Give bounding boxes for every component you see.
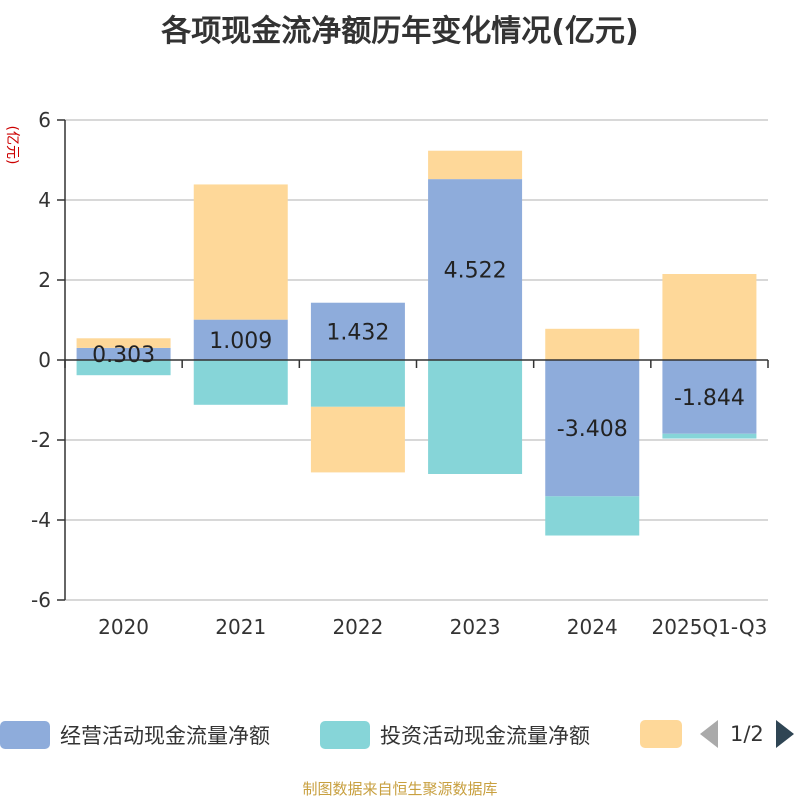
chart-title: 各项现金流净额历年变化情况(亿元) [161,14,639,49]
bar-series0-2023[interactable] [428,179,523,360]
bar-series2-2021[interactable] [193,184,288,320]
bar-data-label: -3.408 [557,417,628,442]
bar-series0-2020[interactable] [76,347,171,360]
bar-data-label: 0.303 [92,343,155,368]
x-tick-label: 2023 [450,615,501,639]
chart-plot: 6 4 2 0 -2 -4 -6 (亿元) 2020 2021 2022 2023 2024 2025Q1… [4,108,769,639]
x-tick-label: 2022 [332,615,383,639]
bar-series2-2022[interactable] [310,406,405,473]
bar-data-label: 1.009 [209,329,272,354]
legend-label-operating: 经营活动现金流量净额 [60,724,270,748]
bar-series2-2025Q1-Q3[interactable] [662,274,757,360]
bar-series0-2024[interactable] [545,360,640,497]
x-tick-label: 2025Q1-Q3 [652,615,768,639]
bar-series1-2024[interactable] [545,496,640,536]
y-tick-label: 0 [38,348,51,372]
legend-item-investing[interactable]: 投资活动现金流量净额 [320,720,590,750]
pager-prev-icon[interactable] [700,720,718,748]
bar-series0-2021[interactable] [193,319,288,360]
y-tick-label: 6 [38,108,51,132]
x-tick-label: 2021 [215,615,266,639]
y-axis-title: (亿元) [4,126,20,165]
y-tick-label: 4 [38,188,51,212]
bar-series1-2022[interactable] [310,360,405,407]
bar-series1-2025Q1-Q3[interactable] [662,433,757,439]
bar-series1-2023[interactable] [428,360,523,474]
bar-series0-2025Q1-Q3[interactable] [662,360,757,434]
y-tick-label: -2 [31,428,51,452]
x-tick-label: 2020 [98,615,149,639]
pager-text: 1/2 [730,722,764,746]
bar-data-label: -1.844 [674,386,745,411]
y-tick-label: 2 [38,268,51,292]
bar-series2-2023[interactable] [428,150,523,180]
legend-swatch-operating [0,721,50,749]
y-tick-label: -6 [31,588,51,612]
bar-data-label: 1.432 [326,320,389,345]
x-tick-label: 2024 [567,615,618,639]
legend-swatch-investing [320,721,370,749]
legend: 经营活动现金流量净额 投资活动现金流量净额 1/2 [0,714,800,754]
legend-pager: 1/2 [700,720,794,748]
legend-item-financing[interactable] [640,720,692,748]
legend-label-investing: 投资活动现金流量净额 [380,724,590,748]
bar-data-label: 4.522 [444,259,507,284]
source-note: 制图数据来自恒生聚源数据库 [302,780,498,798]
bar-series1-2021[interactable] [193,360,288,405]
pager-next-icon[interactable] [775,720,794,748]
y-tick-label: -4 [31,508,51,532]
bar-series0-2022[interactable] [310,302,405,360]
bar-series2-2024[interactable] [545,328,640,360]
legend-item-operating[interactable]: 经营活动现金流量净额 [0,720,270,750]
bar-series2-2020[interactable] [76,338,171,348]
legend-swatch-financing [640,720,682,748]
bar-series1-2020[interactable] [76,360,171,376]
